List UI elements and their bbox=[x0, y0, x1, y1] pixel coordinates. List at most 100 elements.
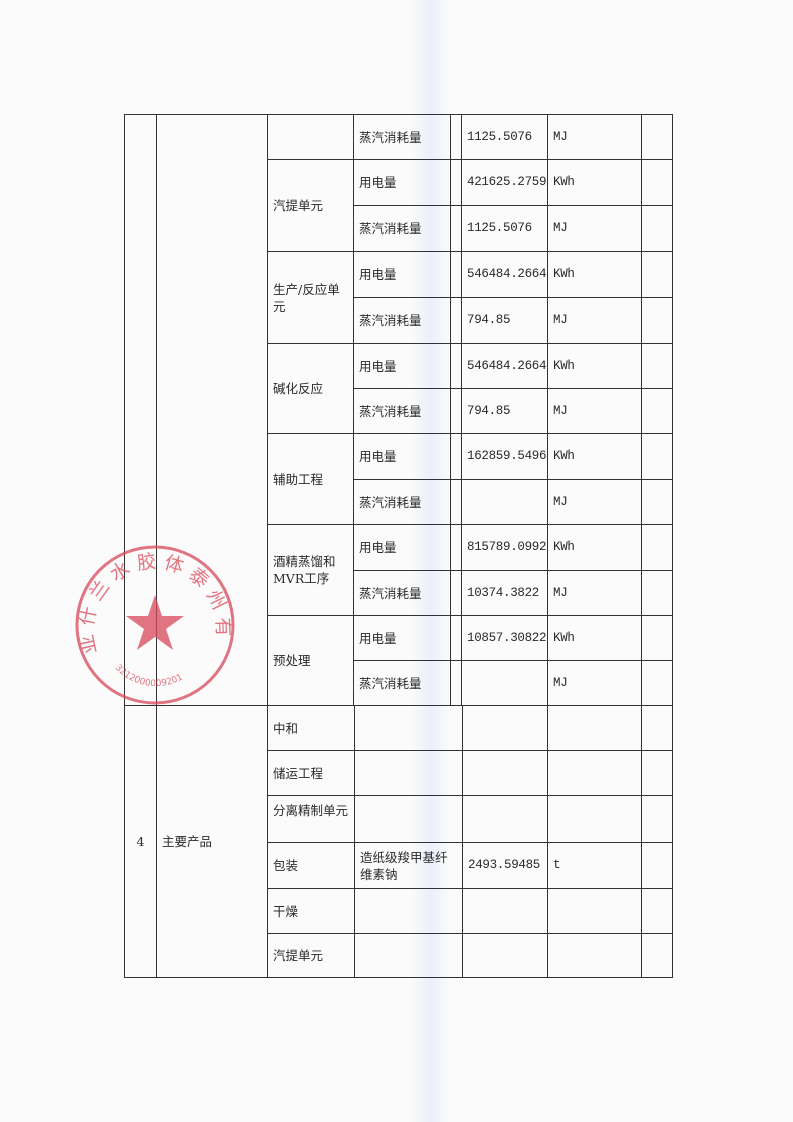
remark-cell bbox=[641, 615, 673, 661]
unit-cell: 干燥 bbox=[267, 888, 355, 934]
measure-unit-cell: t bbox=[547, 842, 642, 889]
svg-text:3212000009201: 3212000009201 bbox=[113, 663, 185, 689]
measure-unit-cell: KWh bbox=[547, 343, 642, 389]
item-cell-text: 用电量 bbox=[359, 449, 397, 464]
remark-cell bbox=[641, 705, 673, 751]
item-cell bbox=[354, 933, 463, 978]
unit-cell-text: 中和 bbox=[273, 720, 299, 736]
value-cell-text: 421625.2759 bbox=[467, 175, 547, 189]
unit-cell: 储运工程 bbox=[267, 750, 355, 796]
measure-unit-cell-text: KWh bbox=[553, 267, 575, 281]
value-cell-text: 10374.3822 bbox=[467, 585, 540, 600]
unit-cell-text: 干燥 bbox=[273, 903, 299, 919]
measure-unit-cell-text: MJ bbox=[553, 675, 568, 690]
item-cell-text: 用电量 bbox=[359, 175, 397, 190]
remark-cell bbox=[641, 933, 673, 978]
measure-unit-cell bbox=[547, 705, 642, 751]
item-cell: 蒸汽消耗量 bbox=[353, 205, 451, 252]
unit-cell: 汽提单元 bbox=[267, 159, 354, 252]
value-cell bbox=[462, 750, 548, 796]
item-cell: 蒸汽消耗量 bbox=[353, 388, 451, 434]
item-cell-text: 蒸汽消耗量 bbox=[359, 221, 422, 236]
unit-cell: 酒精蒸馏和MVR工序 bbox=[267, 524, 354, 616]
unit-cell-text: 分离精制单元 bbox=[273, 803, 349, 818]
value-cell bbox=[461, 660, 548, 706]
company-seal: 亚什兰水胶体泰州有限公司 3212000009201 bbox=[70, 540, 235, 705]
measure-unit-cell: KWh bbox=[547, 615, 642, 661]
item-cell: 用电量 bbox=[353, 615, 451, 661]
measure-unit-cell: MJ bbox=[547, 479, 642, 525]
value-cell: 1125.5076 bbox=[461, 205, 548, 252]
item-cell-text: 蒸汽消耗量 bbox=[359, 675, 422, 691]
remark-cell bbox=[641, 388, 673, 434]
item-cell bbox=[354, 795, 463, 843]
value-cell bbox=[462, 705, 548, 751]
measure-unit-cell: MJ bbox=[547, 114, 642, 160]
value-cell-text: 546484.2664 bbox=[467, 358, 547, 373]
category-cell-text: 主要产品 bbox=[162, 834, 213, 849]
remark-cell bbox=[641, 888, 673, 934]
item-cell: 用电量 bbox=[353, 251, 451, 298]
measure-unit-cell-text: KWh bbox=[553, 630, 575, 645]
measure-unit-cell-text: MJ bbox=[553, 403, 568, 418]
value-cell: 421625.2759 bbox=[461, 159, 548, 206]
remark-cell bbox=[641, 795, 673, 843]
item-cell bbox=[354, 750, 463, 796]
measure-unit-cell-text: MJ bbox=[553, 585, 568, 600]
unit-cell-text: 碱化反应 bbox=[273, 381, 324, 396]
unit-cell: 包装 bbox=[267, 842, 355, 889]
measure-unit-cell bbox=[547, 933, 642, 978]
value-cell-text: 546484.2664 bbox=[467, 267, 547, 281]
remark-cell bbox=[641, 251, 673, 298]
remark-cell bbox=[641, 479, 673, 525]
measure-unit-cell: MJ bbox=[547, 570, 642, 616]
measure-unit-cell-text: KWh bbox=[553, 540, 575, 554]
seal-number: 3212000009201 bbox=[113, 663, 185, 689]
unit-cell-text: 包装 bbox=[273, 858, 299, 873]
unit-cell: 预处理 bbox=[267, 615, 354, 706]
measure-unit-cell-text: KWh bbox=[553, 358, 575, 373]
remark-cell bbox=[641, 570, 673, 616]
measure-unit-cell-text: MJ bbox=[553, 313, 568, 327]
measure-unit-cell bbox=[547, 795, 642, 843]
item-cell-text: 蒸汽消耗量 bbox=[359, 585, 422, 601]
remark-cell bbox=[641, 343, 673, 389]
item-cell-text: 造纸级羧甲基纤维素钠 bbox=[360, 849, 448, 882]
remark-cell bbox=[641, 297, 673, 344]
unit-cell: 碱化反应 bbox=[267, 343, 354, 434]
value-cell-text: 10857.30822 bbox=[467, 630, 547, 645]
value-cell: 10374.3822 bbox=[461, 570, 548, 616]
category-cell: 主要产品 bbox=[156, 705, 268, 978]
item-cell: 蒸汽消耗量 bbox=[353, 479, 451, 525]
item-cell: 蒸汽消耗量 bbox=[353, 297, 451, 344]
item-cell-text: 用电量 bbox=[359, 630, 397, 646]
value-cell bbox=[462, 795, 548, 843]
value-cell-text: 815789.0992 bbox=[467, 540, 547, 554]
measure-unit-cell: KWh bbox=[547, 159, 642, 206]
item-cell: 蒸汽消耗量 bbox=[353, 660, 451, 706]
remark-cell bbox=[641, 114, 673, 160]
remark-cell bbox=[641, 842, 673, 889]
value-cell: 2493.59485 bbox=[462, 842, 548, 889]
unit-cell-text: 汽提单元 bbox=[273, 948, 324, 963]
value-cell bbox=[462, 933, 548, 978]
measure-unit-cell: MJ bbox=[547, 660, 642, 706]
unit-cell: 辅助工程 bbox=[267, 433, 354, 525]
item-cell: 造纸级羧甲基纤维素钠 bbox=[354, 842, 463, 889]
item-cell: 蒸汽消耗量 bbox=[353, 570, 451, 616]
measure-unit-cell bbox=[547, 750, 642, 796]
index-cell-text: 4 bbox=[136, 834, 145, 849]
unit-cell-text: 汽提单元 bbox=[273, 198, 324, 213]
value-cell: 162859.5496 bbox=[461, 433, 548, 480]
item-cell-text: 用电量 bbox=[359, 540, 397, 555]
measure-unit-cell: MJ bbox=[547, 205, 642, 252]
measure-unit-cell: KWh bbox=[547, 433, 642, 480]
item-cell: 用电量 bbox=[353, 524, 451, 571]
item-cell-text: 蒸汽消耗量 bbox=[359, 129, 422, 145]
remark-cell bbox=[641, 524, 673, 571]
value-cell: 10857.30822 bbox=[461, 615, 548, 661]
unit-cell-text: 生产/反应单元 bbox=[273, 281, 340, 314]
remark-cell bbox=[641, 660, 673, 706]
value-cell-text: 794.85 bbox=[467, 313, 511, 327]
remark-cell bbox=[641, 433, 673, 480]
